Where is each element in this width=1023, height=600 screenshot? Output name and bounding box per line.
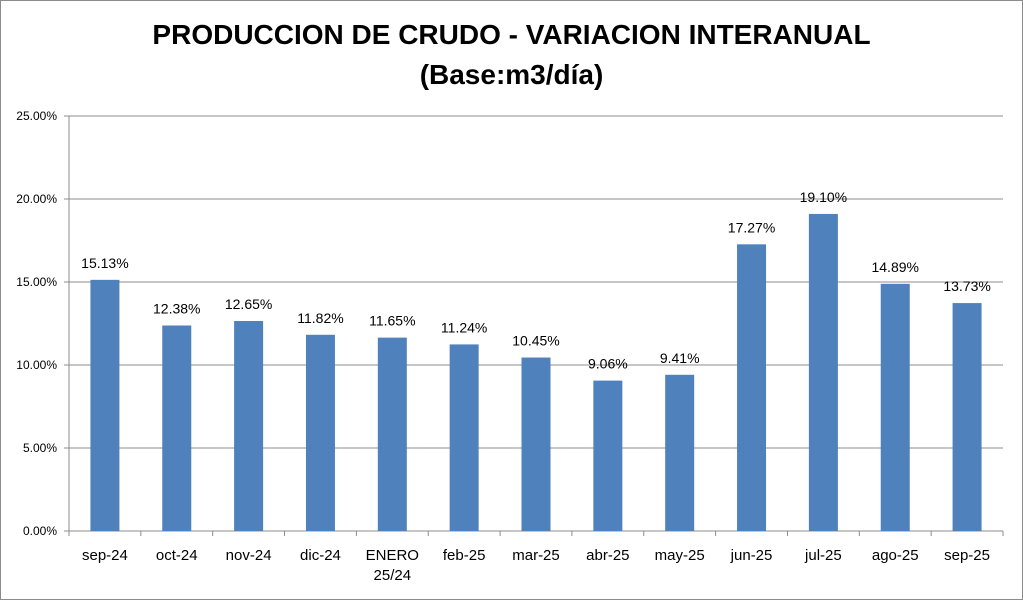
data-labels: 15.13% 12.38% 12.65% 11.82% 11.65% 11.24% 10.4… (81, 189, 991, 372)
x-tick-label: feb-25 (443, 547, 486, 564)
data-label: 19.10% (800, 189, 847, 205)
data-label: 12.65% (225, 296, 272, 312)
bar (305, 334, 335, 531)
data-label: 13.73% (943, 278, 990, 294)
x-tick-label: ENERO 25/24 (366, 547, 419, 584)
bar (449, 344, 479, 531)
bar (737, 244, 767, 531)
x-tick-labels: sep-24 oct-24 nov-24 dic-24 ENERO 25/24 feb-25… (82, 547, 990, 584)
data-label: 15.13% (81, 255, 128, 271)
x-tick-label: jun-25 (730, 547, 773, 564)
bar (593, 380, 623, 531)
x-tick-label: sep-24 (82, 547, 128, 564)
chart-subtitle: (Base:m3/día) (419, 59, 604, 90)
data-label: 9.41% (660, 350, 700, 366)
x-tick-label: mar-25 (512, 547, 560, 564)
y-tick-label: 15.00% (16, 275, 57, 289)
data-label: 11.24% (441, 319, 487, 335)
bar (521, 357, 551, 531)
bar (952, 303, 982, 531)
x-tick-label: abr-25 (586, 547, 629, 564)
x-tick-label: jul-25 (804, 547, 842, 564)
y-tick-label: 10.00% (16, 358, 57, 372)
bar (808, 213, 838, 531)
x-tick-label: sep-25 (944, 547, 990, 564)
y-tick-label: 5.00% (23, 441, 57, 455)
data-label: 17.27% (728, 219, 775, 235)
data-label: 11.65% (369, 313, 415, 329)
data-label: 12.38% (153, 300, 200, 316)
data-label: 14.89% (871, 259, 918, 275)
x-tick-label: nov-24 (226, 547, 272, 564)
bar (377, 337, 407, 531)
data-label: 11.82% (297, 310, 343, 326)
chart-title: PRODUCCION DE CRUDO - VARIACION INTERANU… (152, 19, 871, 50)
bar (880, 283, 910, 531)
bar (665, 374, 695, 531)
data-label: 9.06% (588, 356, 628, 372)
bars (90, 213, 982, 531)
x-tick-label: may-25 (655, 547, 705, 564)
y-tick-label: 25.00% (16, 109, 57, 123)
y-tick-label: 20.00% (16, 192, 57, 206)
bar (234, 321, 264, 531)
y-tick-label: 0.00% (23, 524, 57, 538)
bar (90, 279, 120, 531)
x-tick-label: oct-24 (156, 547, 198, 564)
y-tick-labels: 0.00% 5.00% 10.00% 15.00% 20.00% 25.00% (16, 109, 57, 538)
data-label: 10.45% (512, 333, 559, 349)
x-tick-label: dic-24 (300, 547, 341, 564)
x-tick-label: ago-25 (872, 547, 919, 564)
bar (162, 325, 192, 531)
